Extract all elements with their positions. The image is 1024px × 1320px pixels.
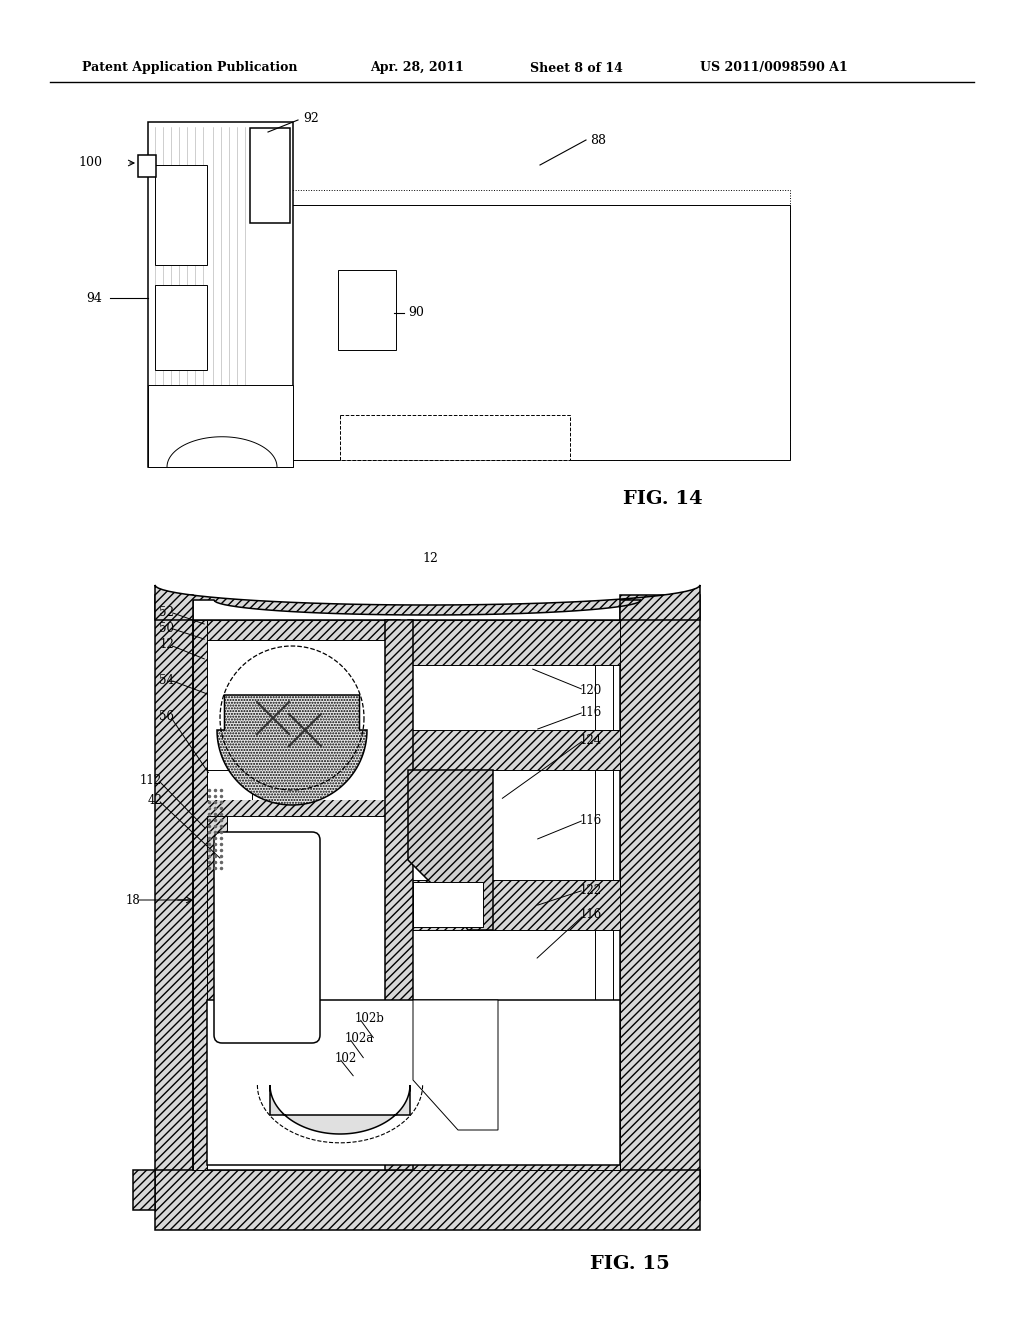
Text: 18: 18 [125, 894, 140, 907]
Bar [207, 800, 227, 1080]
Bar [408, 620, 620, 1170]
Text: 122: 122 [580, 883, 602, 896]
Bar [595, 931, 613, 1001]
Bar [207, 620, 400, 640]
Text: US 2011/0098590 A1: US 2011/0098590 A1 [700, 62, 848, 74]
Bar [155, 165, 207, 265]
Bar [148, 385, 293, 467]
Polygon shape [413, 1001, 498, 1130]
Text: FIG. 14: FIG. 14 [623, 490, 702, 508]
Bar [620, 595, 700, 1200]
Bar [207, 770, 252, 805]
Polygon shape [217, 696, 367, 805]
Text: 92: 92 [303, 111, 318, 124]
Text: 12: 12 [422, 552, 438, 565]
Bar [155, 285, 207, 370]
Bar [630, 224, 790, 425]
Text: 50: 50 [159, 622, 174, 635]
Bar [408, 620, 620, 665]
Bar [207, 800, 400, 816]
Text: 100: 100 [78, 157, 102, 169]
Bar [207, 800, 400, 816]
Text: Patent Application Publication: Patent Application Publication [82, 62, 298, 74]
FancyBboxPatch shape [214, 832, 319, 1043]
Text: FIG. 15: FIG. 15 [590, 1255, 670, 1272]
Circle shape [144, 162, 150, 168]
Bar [595, 665, 613, 730]
Polygon shape [408, 770, 493, 931]
Bar [155, 595, 193, 1200]
Bar [133, 1170, 155, 1210]
Text: 52: 52 [159, 606, 174, 619]
Text: 116: 116 [580, 908, 602, 921]
Text: 102: 102 [335, 1052, 357, 1064]
Text: 116: 116 [580, 813, 602, 826]
Bar [338, 271, 396, 350]
Text: 102b: 102b [355, 1011, 385, 1024]
Bar [290, 205, 790, 459]
Text: Apr. 28, 2011: Apr. 28, 2011 [370, 62, 464, 74]
Bar [413, 882, 483, 927]
Bar [340, 414, 570, 459]
Text: 102a: 102a [345, 1031, 374, 1044]
Polygon shape [270, 1085, 410, 1134]
Bar [148, 121, 293, 467]
Bar [595, 770, 613, 880]
Bar [138, 154, 156, 177]
Text: 42: 42 [147, 793, 162, 807]
Bar [193, 620, 207, 1170]
Text: 88: 88 [590, 133, 606, 147]
Polygon shape [155, 585, 700, 620]
Text: Sheet 8 of 14: Sheet 8 of 14 [530, 62, 623, 74]
Bar [408, 1001, 620, 1170]
Text: 112: 112 [140, 774, 162, 787]
Text: 56: 56 [159, 710, 174, 722]
Bar [290, 190, 790, 459]
Bar [408, 730, 620, 770]
Bar [193, 620, 400, 1170]
Text: 120: 120 [580, 684, 602, 697]
Bar [250, 128, 290, 223]
Text: 124: 124 [580, 734, 602, 747]
Text: 90: 90 [408, 305, 424, 318]
Text: 116: 116 [580, 705, 602, 718]
Text: 12: 12 [160, 639, 174, 652]
Bar [207, 1001, 620, 1166]
Bar [385, 620, 413, 1170]
Bar [408, 880, 620, 931]
Text: 54: 54 [159, 673, 174, 686]
Text: 94: 94 [86, 292, 102, 305]
Bar [155, 1170, 700, 1230]
